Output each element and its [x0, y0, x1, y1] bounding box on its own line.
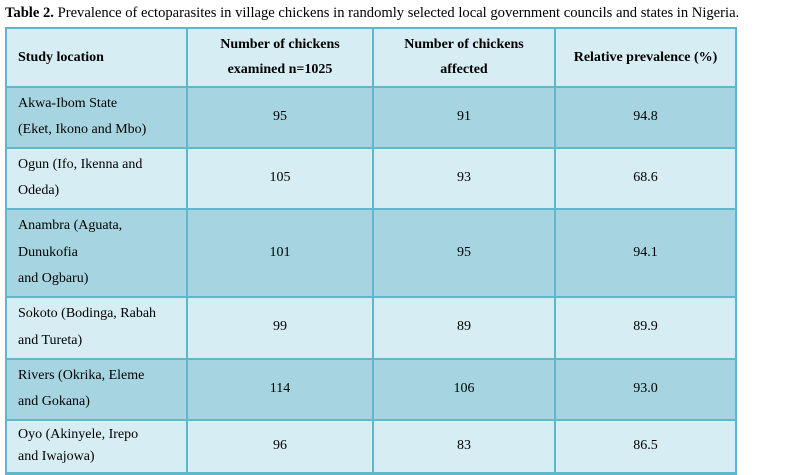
table-row-oyo: Oyo (Akinyele, Irepo and Iwajowa) 96 83 …: [5, 418, 737, 475]
cell-location: Anambra (Aguata, Dunukofia and Ogbaru): [5, 208, 188, 298]
col-header-study-location: Study location: [5, 27, 188, 88]
cell-location: Ogun (Ifo, Ikenna and Odeda): [5, 146, 188, 211]
cell-location: Oyo (Akinyele, Irepo and Iwajowa): [5, 418, 188, 475]
cell-examined: 114: [186, 357, 374, 421]
cell-prevalence: 86.5: [554, 418, 737, 475]
col-header-affected: Number of chickens affected: [372, 27, 556, 88]
cell-affected: 89: [372, 295, 556, 360]
document-page: Table 2. Prevalence of ectoparasites in …: [5, 4, 784, 475]
table-caption-label: Table 2.: [5, 5, 54, 21]
table-row-sokoto: Sokoto (Bodinga, Rabah and Tureta) 99 89…: [5, 295, 737, 360]
cell-examined: 101: [186, 208, 374, 298]
cell-location: Akwa-Ibom State (Eket, Ikono and Mbo): [5, 85, 188, 149]
cell-location: Rivers (Okrika, Eleme and Gokana): [5, 357, 188, 421]
col-header-examined: Number of chickens examined n=1025: [186, 27, 374, 88]
table-row-ogun: Ogun (Ifo, Ikenna and Odeda) 105 93 68.6: [5, 146, 737, 211]
table-row-rivers: Rivers (Okrika, Eleme and Gokana) 114 10…: [5, 357, 737, 421]
cell-affected: 83: [372, 418, 556, 475]
cell-affected: 106: [372, 357, 556, 421]
table-caption: Table 2. Prevalence of ectoparasites in …: [5, 4, 784, 23]
cell-affected: 91: [372, 85, 556, 149]
col-header-prevalence: Relative prevalence (%): [554, 27, 737, 88]
header-row: Study location Number of chickens examin…: [5, 27, 737, 88]
table-row-anambra: Anambra (Aguata, Dunukofia and Ogbaru) 1…: [5, 208, 737, 298]
cell-affected: 93: [372, 146, 556, 211]
cell-prevalence: 68.6: [554, 146, 737, 211]
prevalence-table: Study location Number of chickens examin…: [5, 27, 737, 475]
cell-examined: 105: [186, 146, 374, 211]
cell-prevalence: 93.0: [554, 357, 737, 421]
table-caption-text: Prevalence of ectoparasites in village c…: [57, 5, 740, 21]
cell-location: Sokoto (Bodinga, Rabah and Tureta): [5, 295, 188, 360]
cell-examined: 95: [186, 85, 374, 149]
cell-prevalence: 94.1: [554, 208, 737, 298]
cell-prevalence: 94.8: [554, 85, 737, 149]
cell-prevalence: 89.9: [554, 295, 737, 360]
cell-examined: 99: [186, 295, 374, 360]
table-row-akwa-ibom: Akwa-Ibom State (Eket, Ikono and Mbo) 95…: [5, 85, 737, 149]
cell-examined: 96: [186, 418, 374, 475]
cell-affected: 95: [372, 208, 556, 298]
